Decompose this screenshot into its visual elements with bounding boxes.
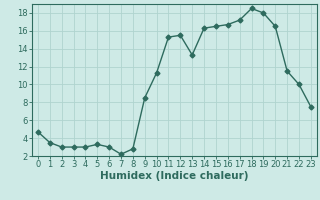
X-axis label: Humidex (Indice chaleur): Humidex (Indice chaleur) [100, 171, 249, 181]
